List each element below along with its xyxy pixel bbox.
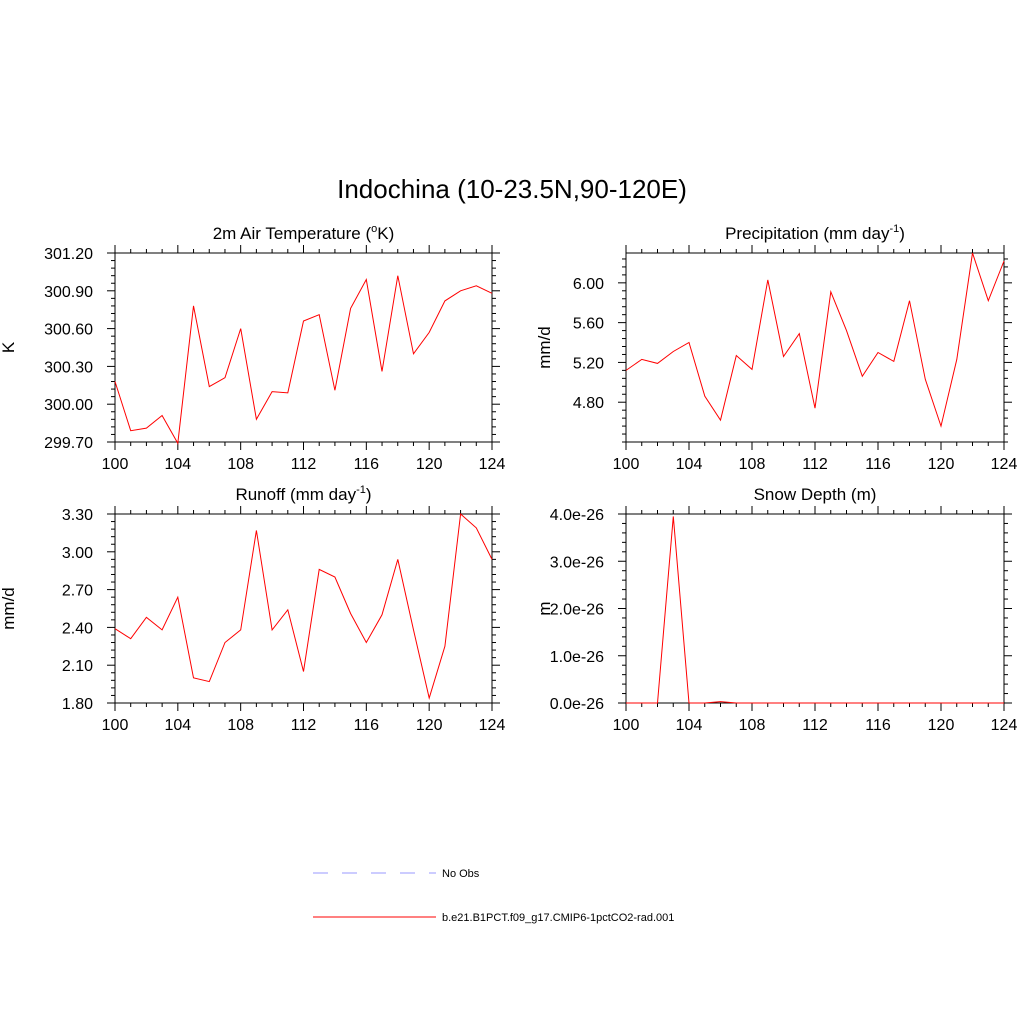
chart-panel-3: Runoff (mm day-1) mm/d 100 104 108 112 116 120 1…	[0, 484, 505, 734]
title-text: Runoff (mm day	[235, 485, 356, 504]
series-line	[114, 275, 493, 445]
figure-title: Indochina (10-23.5N,90-120E)	[337, 174, 687, 204]
chart-panel-1: 2m Air Temperature (oK) K 100 104 108 112 116 1…	[0, 223, 505, 473]
plot-frame	[114, 252, 493, 443]
title-text: )	[899, 224, 905, 243]
title-text: Snow Depth (m)	[754, 485, 877, 504]
panel-title: Runoff (mm day-1)	[235, 484, 371, 504]
title-text: )	[366, 485, 372, 504]
chart-panel-2: Precipitation (mm day-1) mm/d 100 104 108 112…	[535, 223, 1017, 473]
y-tick-label: 2.40	[62, 620, 93, 637]
x-tick-label: 108	[739, 456, 766, 473]
chart-panel-4: Snow Depth (m) m 100 104 108 112 116 120 124 0.0e…	[535, 485, 1017, 734]
y-axis-label: mm/d	[535, 326, 554, 369]
y-tick-label: 2.10	[62, 658, 93, 675]
plot-frame	[114, 513, 493, 704]
x-tick-label: 116	[354, 456, 380, 473]
title-superscript: o	[371, 223, 377, 235]
x-tick-label: 112	[802, 717, 828, 734]
x-tick-label: 112	[802, 456, 828, 473]
x-tick-label: 108	[227, 456, 254, 473]
series-line	[625, 252, 1005, 428]
x-tick-label: 124	[479, 456, 506, 473]
x-tick-label: 124	[479, 717, 506, 734]
x-tick-label: 124	[991, 717, 1018, 734]
x-tick-label: 100	[102, 456, 129, 473]
x-tick-label: 100	[613, 717, 640, 734]
series-line	[626, 516, 1004, 704]
y-tick-label: 2.0e-26	[550, 602, 604, 619]
y-tick-label: 1.80	[62, 696, 93, 713]
series-line	[114, 512, 493, 700]
title-superscript: -1	[356, 484, 366, 496]
x-tick-label: 100	[102, 717, 129, 734]
y-tick-label: 300.60	[44, 322, 93, 339]
y-tick-label: 3.00	[62, 545, 93, 562]
x-tick-label: 104	[164, 456, 191, 473]
panel-title: Snow Depth (m)	[754, 485, 877, 504]
y-tick-label: 300.30	[44, 359, 93, 376]
y-tick-label: 2.70	[62, 583, 93, 600]
x-tick-label: 112	[291, 717, 317, 734]
y-tick-label: 4.80	[573, 395, 604, 412]
y-tick-label: 5.20	[573, 355, 604, 372]
plot-frame	[625, 252, 1005, 443]
y-tick-label: 0.0e-26	[550, 696, 604, 713]
x-tick-label: 116	[865, 717, 891, 734]
title-superscript: -1	[889, 223, 899, 235]
panel-title: 2m Air Temperature (oK)	[213, 223, 395, 243]
x-tick-label: 120	[416, 717, 443, 734]
x-tick-label: 104	[676, 456, 703, 473]
y-tick-label: 3.30	[62, 507, 93, 524]
x-tick-label: 120	[416, 456, 443, 473]
x-tick-label: 116	[354, 717, 380, 734]
x-tick-label: 124	[991, 456, 1018, 473]
x-tick-label: 108	[227, 717, 254, 734]
y-tick-label: 301.20	[44, 246, 93, 263]
legend: No Obs b.e21.B1PCT.f09_g17.CMIP6-1pctCO2-…	[313, 868, 674, 924]
y-tick-label: 300.00	[44, 397, 93, 414]
title-text: K)	[377, 224, 394, 243]
y-tick-label: 3.0e-26	[550, 554, 604, 571]
y-axis-label: m	[535, 601, 554, 615]
x-tick-label: 120	[928, 456, 955, 473]
y-tick-label: 6.00	[573, 276, 604, 293]
y-tick-label: 1.0e-26	[550, 649, 604, 666]
x-tick-label: 120	[928, 717, 955, 734]
x-tick-label: 100	[613, 456, 640, 473]
x-tick-label: 108	[739, 717, 766, 734]
y-tick-label: 5.60	[573, 316, 604, 333]
y-tick-label: 4.0e-26	[550, 507, 604, 524]
x-tick-label: 104	[676, 717, 703, 734]
legend-label: No Obs	[442, 868, 480, 880]
title-text: 2m Air Temperature (	[213, 224, 372, 243]
x-tick-label: 104	[164, 717, 191, 734]
y-axis-label: mm/d	[0, 587, 18, 630]
panel-title: Precipitation (mm day-1)	[725, 223, 905, 243]
x-tick-label: 116	[865, 456, 891, 473]
y-tick-label: 300.90	[44, 284, 93, 301]
legend-label: b.e21.B1PCT.f09_g17.CMIP6-1pctCO2-rad.00…	[442, 912, 674, 924]
plot-frame	[625, 513, 1005, 704]
y-tick-label: 299.70	[44, 435, 93, 452]
title-text: Precipitation (mm day	[725, 224, 890, 243]
y-axis-label: K	[0, 341, 18, 353]
x-tick-label: 112	[291, 456, 317, 473]
panels: 2m Air Temperature (oK) K 100 104 108 112 116 1…	[0, 223, 1017, 734]
